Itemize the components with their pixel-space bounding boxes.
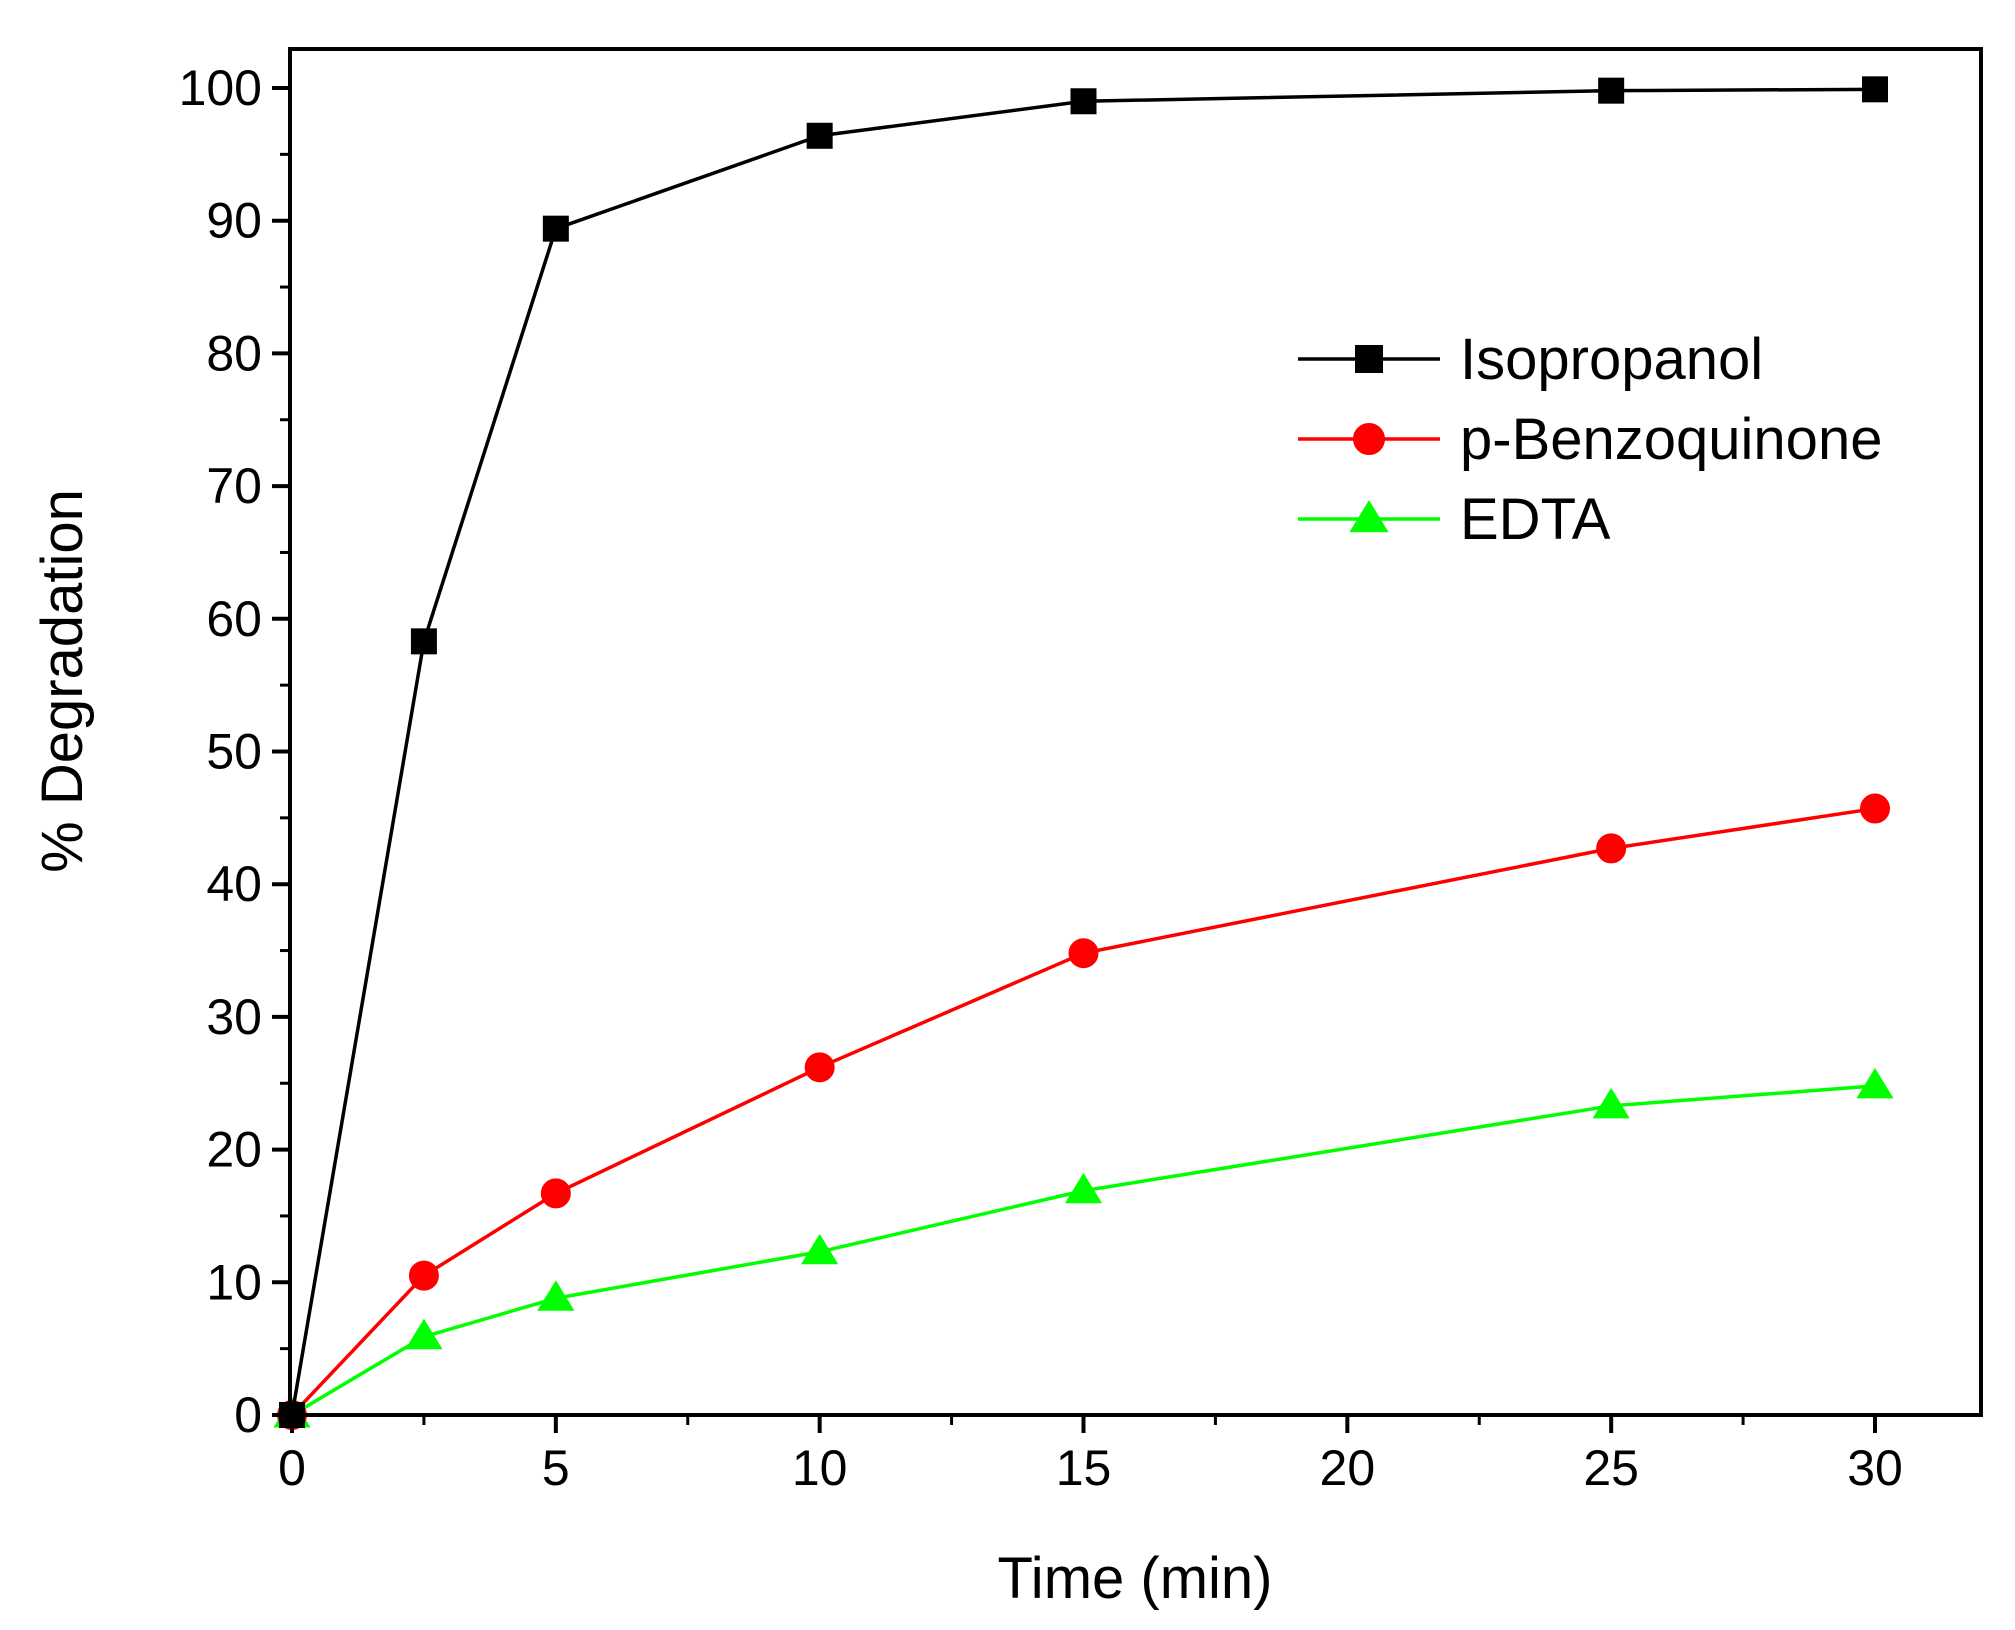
y-tick-label: 100 <box>179 60 262 116</box>
x-tick-label: 25 <box>1583 1440 1639 1496</box>
data-point-p-benzoquinone <box>1596 833 1627 864</box>
y-tick-label: 80 <box>206 325 262 381</box>
data-point-edta <box>1592 1087 1630 1119</box>
data-point-isopropanol <box>410 628 437 655</box>
data-point-p-benzoquinone <box>1068 938 1099 969</box>
x-tick-label: 5 <box>542 1440 570 1496</box>
data-point-edta <box>1064 1172 1103 1204</box>
plot-layer <box>273 76 1894 1430</box>
plot-frame <box>288 47 1983 1417</box>
data-point-edta <box>1856 1067 1894 1099</box>
x-tick-label: 10 <box>792 1440 848 1496</box>
x-tick-label: 30 <box>1847 1440 1903 1496</box>
y-tick-label: 10 <box>206 1254 262 1310</box>
data-point-isopropanol <box>1598 77 1625 104</box>
legend-label: p-Benzoquinone <box>1460 407 1882 472</box>
legend-label: Isopropanol <box>1460 327 1763 392</box>
legend: Isopropanol p-Benzoquinone EDTA <box>1298 327 1882 552</box>
y-tick-label: 20 <box>206 1122 262 1178</box>
data-point-isopropanol <box>1862 76 1888 103</box>
axes-layer: 0 5 10 15 20 25 30 0 10 20 30 40 50 60 70 80 90 100 <box>179 60 1903 1496</box>
series-edta <box>273 1067 1894 1428</box>
y-tick-label: 40 <box>206 856 262 912</box>
data-point-edta <box>537 1280 575 1311</box>
x-tick-label: 15 <box>1056 1440 1112 1496</box>
data-point-isopropanol <box>1070 88 1097 115</box>
data-point-isopropanol <box>542 215 569 242</box>
y-tick-label: 30 <box>206 989 262 1045</box>
data-point-isopropanol <box>806 122 833 149</box>
y-axis-title: % Degradation <box>30 489 95 873</box>
legend-item-isopropanol: Isopropanol <box>1298 327 1763 392</box>
series-isopropanol <box>279 76 1888 1428</box>
legend-marker <box>1353 423 1385 455</box>
y-tick-label: 90 <box>206 193 262 249</box>
y-tick-label: 60 <box>206 591 262 647</box>
data-point-edta <box>405 1318 443 1350</box>
x-tick-label: 20 <box>1320 1440 1376 1496</box>
data-point-edta <box>801 1233 839 1265</box>
legend-marker <box>1349 500 1389 533</box>
y-tick-label: 70 <box>206 458 262 514</box>
data-point-p-benzoquinone <box>540 1178 571 1209</box>
x-axis-title: Time (min) <box>998 1546 1273 1611</box>
y-tick-label: 0 <box>234 1387 262 1443</box>
legend-label: EDTA <box>1460 487 1611 552</box>
data-point-p-benzoquinone <box>1860 793 1890 824</box>
data-point-p-benzoquinone <box>804 1052 835 1083</box>
data-point-p-benzoquinone <box>408 1260 439 1291</box>
legend-marker <box>1355 345 1383 373</box>
legend-item-p-benzoquinone: p-Benzoquinone <box>1298 407 1882 472</box>
legend-item-edta: EDTA <box>1298 487 1611 552</box>
x-tick-label: 0 <box>278 1440 306 1496</box>
y-tick-label: 50 <box>206 724 262 780</box>
